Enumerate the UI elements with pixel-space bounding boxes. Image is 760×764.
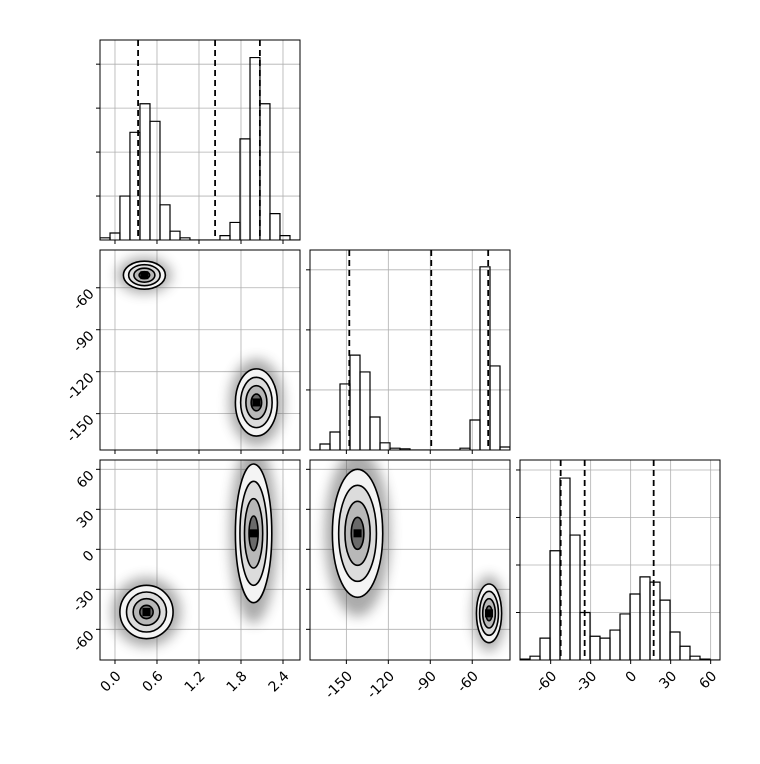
x-tick-label: 2.4 bbox=[266, 668, 293, 695]
hist-bar bbox=[469, 419, 481, 450]
axes-frame bbox=[99, 39, 301, 241]
y-tick-label: 60 bbox=[74, 468, 98, 492]
x-tick-label: -60 bbox=[454, 668, 481, 695]
y-tick-label: -30 bbox=[70, 588, 97, 615]
peak bbox=[485, 609, 494, 618]
panel: -60 -90 -120 -150 bbox=[64, 249, 301, 454]
hist-bar bbox=[689, 655, 701, 660]
plot-area bbox=[111, 460, 278, 647]
y-tick-label: -60 bbox=[70, 286, 97, 313]
hist-bar bbox=[319, 443, 331, 450]
axes-frame bbox=[99, 459, 301, 661]
plot-area bbox=[310, 250, 510, 450]
axes-frame bbox=[309, 249, 511, 451]
hist-bar bbox=[329, 431, 341, 450]
peak bbox=[140, 271, 149, 280]
x-tick-label: 0 bbox=[623, 668, 641, 686]
x-tick-label: 0.0 bbox=[98, 668, 125, 695]
x-tick-label: 30 bbox=[656, 668, 680, 692]
x-tick-label: -60 bbox=[533, 668, 560, 695]
y-tick-label: 30 bbox=[74, 508, 98, 532]
x-tick-label: -150 bbox=[322, 668, 356, 702]
hist-bar bbox=[669, 631, 681, 660]
hist-bar bbox=[219, 235, 231, 240]
peak bbox=[353, 529, 362, 538]
hist-bar bbox=[359, 371, 371, 450]
panel bbox=[306, 249, 511, 454]
hist-bar bbox=[379, 442, 391, 450]
y-tick-label: -120 bbox=[64, 370, 98, 404]
hist-bar bbox=[249, 56, 261, 240]
peak bbox=[142, 608, 151, 616]
plot-area bbox=[100, 40, 300, 240]
x-tick-label: -30 bbox=[573, 668, 600, 695]
hist-bar bbox=[139, 103, 151, 240]
hist-bar bbox=[269, 213, 281, 240]
axes-frame bbox=[519, 459, 721, 661]
panel bbox=[96, 39, 301, 244]
hist-bar bbox=[399, 448, 411, 450]
hist-bar bbox=[629, 593, 641, 660]
hist-bar bbox=[179, 237, 191, 240]
hist-bar bbox=[479, 266, 491, 450]
hist-bar bbox=[659, 599, 671, 660]
hist-bar bbox=[639, 576, 651, 660]
plot-area bbox=[520, 460, 720, 660]
hist-bar bbox=[169, 230, 181, 240]
hist-bar bbox=[549, 550, 561, 660]
x-tick-label: 0.6 bbox=[140, 668, 167, 695]
x-tick-label: -120 bbox=[364, 668, 398, 702]
y-tick-label: -60 bbox=[70, 628, 97, 655]
axes-frame bbox=[309, 459, 511, 661]
hist-bar bbox=[159, 204, 171, 240]
plot-area bbox=[117, 256, 284, 447]
hist-bar bbox=[649, 581, 661, 660]
hist-bar bbox=[279, 235, 291, 240]
hist-bar bbox=[499, 446, 510, 450]
peak bbox=[252, 398, 261, 407]
peak bbox=[249, 529, 258, 538]
hist-bar bbox=[609, 629, 621, 660]
x-tick-label: 1.2 bbox=[182, 668, 209, 695]
panel: -150 -120 -90 -60 bbox=[306, 459, 511, 702]
x-tick-label: 60 bbox=[696, 668, 720, 692]
hist-bar bbox=[369, 416, 381, 450]
x-tick-label: 1.8 bbox=[224, 668, 251, 695]
hist-bar bbox=[229, 221, 241, 240]
hist-bar bbox=[349, 354, 361, 450]
hist-bar bbox=[619, 613, 631, 660]
hist-bar bbox=[569, 534, 581, 660]
hist-bar bbox=[589, 635, 601, 660]
y-tick-label: -150 bbox=[64, 412, 98, 446]
hist-bar bbox=[149, 120, 161, 240]
panel: -60 -30 0 30 60 bbox=[516, 459, 721, 696]
plot-area bbox=[324, 460, 506, 652]
hist-bar bbox=[119, 195, 131, 240]
x-tick-label: -90 bbox=[412, 668, 439, 695]
y-tick-label: -90 bbox=[70, 328, 97, 355]
hist-bar bbox=[489, 365, 501, 450]
panel: 0.0 0.6 1.2 1.8 2.4 60 30 0 -30 -60 bbox=[70, 459, 301, 695]
y-tick-label: 0 bbox=[80, 548, 98, 566]
hist-bar bbox=[529, 655, 541, 660]
hist-bar bbox=[539, 637, 551, 660]
axes-frame bbox=[99, 249, 301, 451]
hist-bar bbox=[259, 103, 271, 240]
hist-bar bbox=[239, 138, 251, 240]
hist-bar bbox=[599, 637, 611, 660]
hist-bar bbox=[679, 645, 691, 660]
